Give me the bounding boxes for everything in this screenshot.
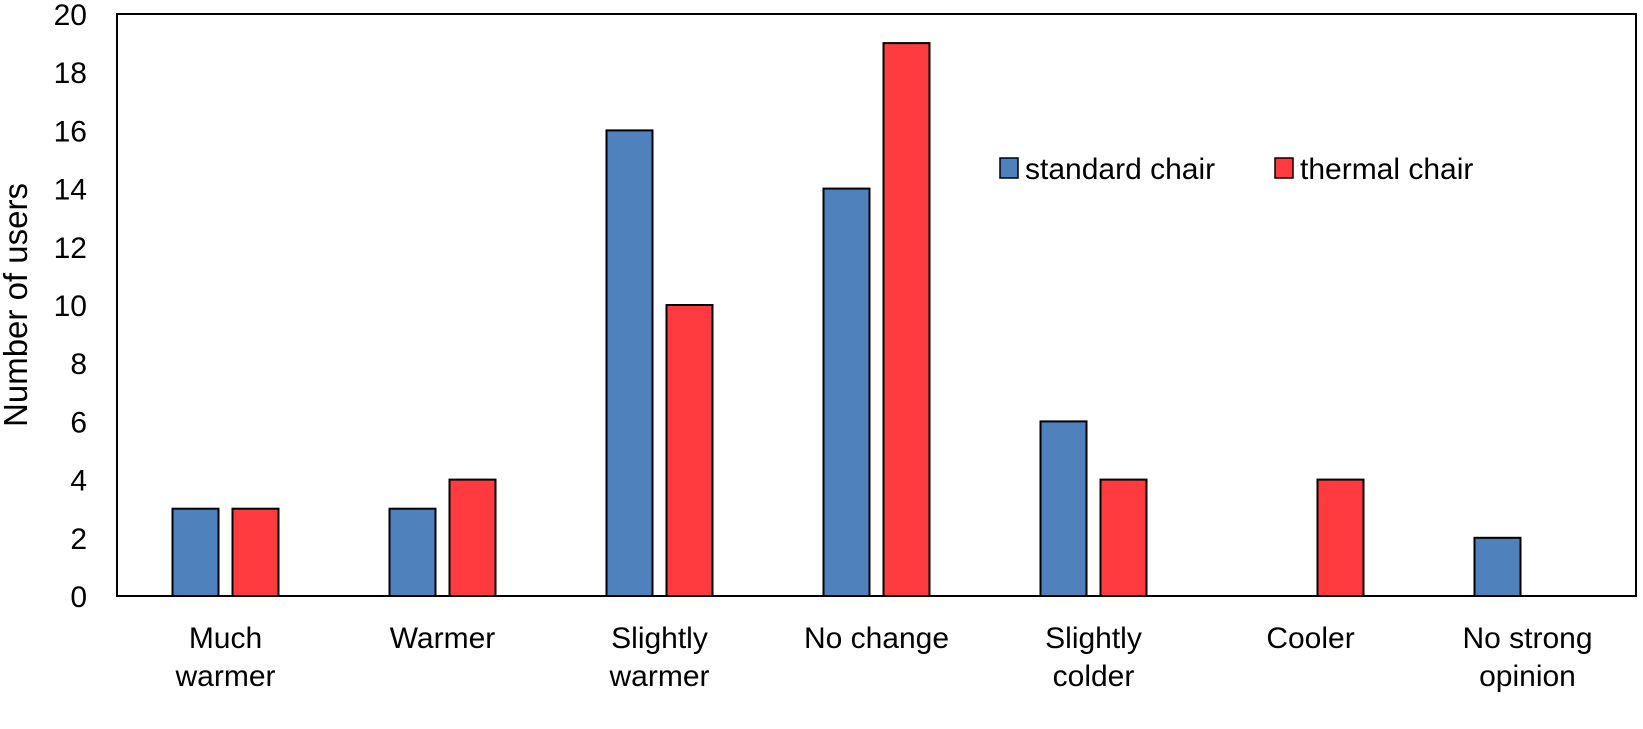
x-category-label-line: Slightly [611, 622, 708, 655]
x-category-label-line: Warmer [390, 622, 496, 655]
y-tick-label: 10 [54, 290, 87, 323]
x-category-label-line: Cooler [1266, 622, 1354, 655]
x-category-label: Slightly warmer [608, 622, 709, 693]
bar-thermal-1 [448, 478, 497, 598]
x-category-label: Much warmer [174, 622, 275, 693]
plot-frame [116, 13, 1637, 597]
x-category-label: Cooler [1266, 622, 1354, 655]
bar-standard-4 [1039, 420, 1088, 597]
x-category-label: Warmer [390, 622, 496, 655]
x-category-label-line: No change [804, 622, 949, 655]
legend-swatch [1274, 157, 1294, 179]
x-category-label-line: warmer [608, 660, 709, 693]
y-tick-label: 0 [70, 581, 87, 614]
bar-standard-3 [822, 187, 871, 597]
bar-thermal-2 [665, 304, 714, 597]
legend: standard chair thermal chair [999, 153, 1473, 186]
y-axis-title: Number of users [0, 183, 34, 427]
bar-standard-6 [1473, 536, 1522, 597]
bar-standard-0 [171, 507, 220, 598]
x-category-label: Slightly colder [1045, 622, 1142, 693]
bar-standard-1 [388, 507, 437, 598]
legend-label: thermal chair [1300, 153, 1473, 186]
bar-thermal-5 [1316, 478, 1365, 598]
legend-label: standard chair [1025, 153, 1215, 186]
bars [171, 42, 1522, 598]
y-axis-ticks: 0 2 4 6 8 10 12 14 16 18 20 [54, 0, 87, 614]
bar-thermal-4 [1099, 478, 1148, 598]
x-axis-labels: Much warmer Warmer Slightly warmer No change S… [174, 622, 1592, 693]
x-category-label: No strong opinion [1462, 622, 1592, 693]
x-category-label-line: Much [189, 622, 262, 655]
bar-standard-2 [605, 129, 654, 597]
y-tick-label: 8 [70, 348, 87, 381]
x-category-label-line: warmer [174, 660, 275, 693]
y-tick-label: 14 [54, 174, 87, 207]
axes [116, 13, 1637, 597]
bar-thermal-3 [882, 42, 931, 598]
y-tick-label: 4 [70, 465, 87, 498]
x-category-label-line: opinion [1479, 660, 1576, 693]
y-tick-label: 18 [54, 57, 87, 90]
y-tick-label: 16 [54, 115, 87, 148]
bar-thermal-0 [231, 507, 280, 598]
x-category-label-line: No strong [1462, 622, 1592, 655]
legend-swatch [999, 157, 1019, 179]
y-tick-label: 20 [54, 0, 87, 32]
y-tick-label: 6 [70, 406, 87, 439]
y-tick-label: 12 [54, 232, 87, 265]
x-category-label-line: colder [1053, 660, 1135, 693]
x-category-label-line: Slightly [1045, 622, 1142, 655]
y-tick-label: 2 [70, 523, 87, 556]
x-category-label: No change [804, 622, 949, 655]
